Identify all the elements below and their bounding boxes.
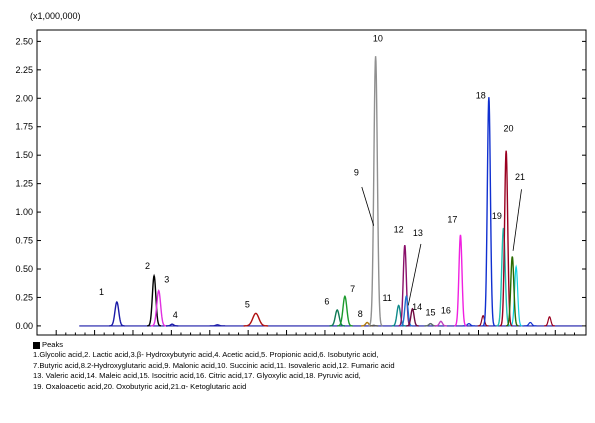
- peak-label-5: 5: [245, 300, 250, 310]
- peak-15: [424, 322, 437, 327]
- legend-title: Peaks: [42, 340, 64, 349]
- peak-label-10: 10: [373, 33, 383, 43]
- peak-10: [368, 56, 383, 327]
- peak-2: [147, 273, 162, 327]
- peak-17: [454, 234, 467, 327]
- legend-title-row: Peaks: [33, 340, 593, 350]
- plot-frame: [36, 29, 587, 336]
- peak-13: [400, 294, 413, 327]
- peak-1: [109, 300, 125, 327]
- y-tick-label: 1.75: [15, 122, 33, 132]
- chromatogram-chart: (x1,000,000) 0.00 0.25 0.50 0.75 1.00 1.25 1.5…: [15, 11, 587, 336]
- peak-20: [499, 150, 513, 327]
- y-tick-label: 2.00: [15, 93, 33, 103]
- peak-label-16: 16: [441, 305, 451, 315]
- peak-label-21: 21: [515, 172, 525, 182]
- peak-label-9: 9: [354, 168, 359, 178]
- minor-peak-1: [477, 314, 489, 327]
- peaks-layer: [79, 56, 583, 327]
- peak-9: [369, 324, 379, 327]
- y-tick-label: 1.00: [15, 207, 33, 217]
- peak-11: [391, 304, 406, 327]
- peak-21: [506, 256, 519, 327]
- peak-label-14: 14: [412, 302, 422, 312]
- leader-line-2: [407, 243, 422, 306]
- peak-label-20: 20: [503, 123, 513, 133]
- legend-line-4: 19. Oxaloacetic acid,20. Oxobutyric acid…: [33, 381, 247, 391]
- minor-peak-2: [509, 264, 523, 327]
- peak-label-3: 3: [164, 275, 169, 285]
- peak-label-7: 7: [350, 284, 355, 294]
- peak-label-8: 8: [358, 309, 363, 319]
- leader-line-1: [361, 186, 375, 226]
- peak-6: [329, 309, 345, 327]
- minor-peak-4: [544, 316, 555, 327]
- legend-line-3: 13. Valeric acid,14. Maleic acid,15. Iso…: [33, 371, 361, 381]
- x-axis: 2.03.04.05.06.07.08.09.010.011.012.013.0…: [55, 330, 575, 335]
- y-tick-label: 0.75: [15, 236, 33, 246]
- y-axis: 0.00 0.25 0.50 0.75 1.00 1.25 1.50 1.75 2.00 2.25…: [15, 36, 586, 331]
- peak-label-13: 13: [413, 228, 423, 238]
- y-tick-label: 0.00: [15, 321, 33, 331]
- minor-peak-3: [524, 321, 537, 327]
- peak-label-17: 17: [447, 214, 457, 224]
- peak-7: [337, 295, 353, 327]
- legend-line-1: 1.Glycolic acid,2. Lactic acid,3.β- Hydr…: [33, 350, 379, 360]
- y-tick-label: 1.50: [15, 150, 33, 160]
- y-tick-label: 1.25: [15, 179, 33, 189]
- peak-label-1: 1: [99, 287, 104, 297]
- peak-label-15: 15: [426, 308, 436, 318]
- peak-18: [482, 97, 496, 327]
- peak-14: [406, 307, 419, 327]
- y-tick-label: 0.25: [15, 292, 33, 302]
- y-scale-label: (x1,000,000): [30, 11, 81, 21]
- legend-square-icon: [33, 341, 40, 349]
- peak-4: [166, 323, 179, 327]
- peak-label-12: 12: [394, 225, 404, 235]
- peak-label-4: 4: [173, 310, 178, 320]
- peak-label-11: 11: [382, 293, 391, 303]
- peaks-legend: Peaks 1.Glycolic acid,2. Lactic acid,3.β…: [33, 340, 593, 392]
- y-tick-label: 0.50: [15, 264, 33, 274]
- peak-label-19: 19: [492, 211, 502, 221]
- y-tick-label: 2.25: [15, 65, 33, 75]
- peak-16: [434, 320, 448, 327]
- legend-line-2: 7.Butyric acid,8.2-Hydroxyglutaric acid,…: [33, 360, 395, 370]
- peak-label-6: 6: [324, 296, 329, 306]
- minor-peak-6: [462, 323, 476, 327]
- minor-peak-5: [209, 324, 226, 327]
- leader-line-3: [512, 189, 522, 251]
- peak-label-2: 2: [145, 261, 150, 271]
- y-tick-label: 2.50: [15, 36, 33, 46]
- peak-5: [243, 312, 269, 327]
- peak-3: [151, 289, 167, 327]
- peak-label-18: 18: [476, 90, 486, 100]
